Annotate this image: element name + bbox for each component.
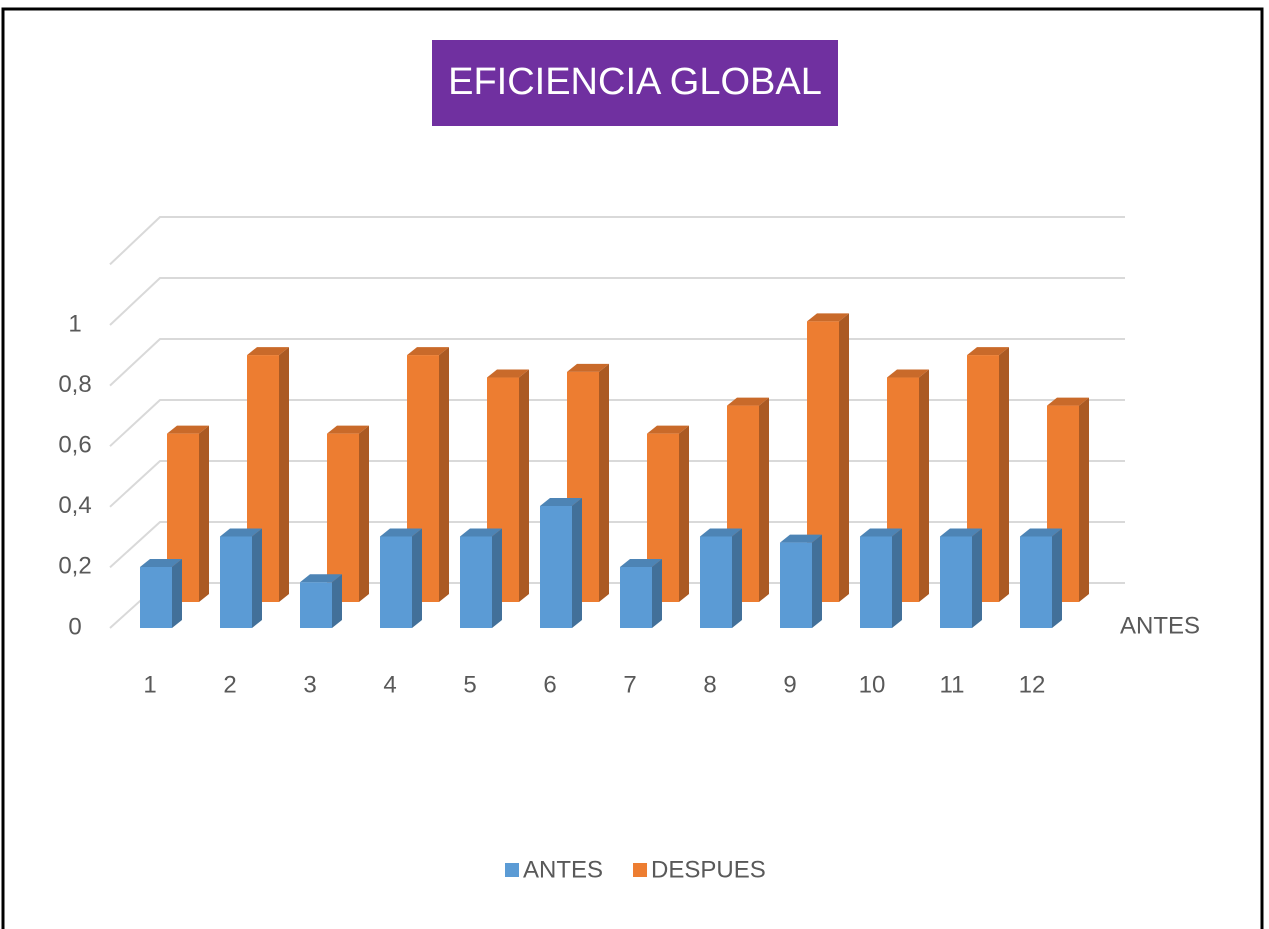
bar-side bbox=[439, 347, 449, 602]
bar-side bbox=[199, 425, 209, 602]
bar-side bbox=[732, 528, 742, 628]
bar-side bbox=[1079, 397, 1089, 602]
bar-top bbox=[540, 498, 582, 506]
bar-side bbox=[892, 528, 902, 628]
x-tick-label: 6 bbox=[543, 671, 556, 698]
legend-swatch bbox=[633, 863, 648, 877]
bar-top bbox=[1020, 528, 1062, 537]
bar-top bbox=[887, 369, 929, 378]
x-tick-label: 4 bbox=[383, 671, 396, 698]
bar-side bbox=[279, 347, 289, 602]
y-tick-label: 0,8 bbox=[58, 371, 91, 398]
bar-top bbox=[380, 528, 422, 537]
bar-side bbox=[999, 347, 1009, 602]
bar-top bbox=[700, 528, 742, 537]
bar-top bbox=[967, 347, 1009, 356]
bar-top bbox=[140, 559, 182, 567]
bar-side bbox=[172, 559, 182, 628]
y-tick-label: 1 bbox=[68, 310, 81, 337]
bar-side bbox=[972, 528, 982, 628]
legend-label: DESPUES bbox=[651, 856, 766, 883]
bar-side bbox=[599, 363, 609, 602]
bar-top bbox=[780, 534, 822, 543]
x-tick-label: 3 bbox=[303, 671, 316, 698]
bar-top bbox=[327, 425, 369, 434]
bar-top bbox=[460, 528, 502, 537]
grid-line bbox=[109, 399, 1125, 447]
bar-top bbox=[647, 425, 689, 434]
x-tick-label: 8 bbox=[703, 671, 716, 698]
y-tick-label: 0,6 bbox=[58, 432, 91, 459]
x-tick-label: 5 bbox=[463, 671, 476, 698]
x-tick-label: 12 bbox=[1019, 671, 1046, 698]
depth-axis-label: ANTES bbox=[1120, 612, 1200, 639]
bar-side bbox=[572, 498, 582, 628]
grid-line bbox=[109, 338, 1125, 387]
bar bbox=[940, 536, 972, 628]
x-tick-label: 10 bbox=[859, 671, 886, 698]
bar-top bbox=[620, 559, 662, 567]
bar-side bbox=[252, 528, 262, 628]
bar-top bbox=[220, 528, 262, 537]
bar-side bbox=[1052, 528, 1062, 628]
grid-line bbox=[109, 277, 1125, 326]
x-tick-label: 7 bbox=[623, 671, 636, 698]
bar-side bbox=[839, 313, 849, 602]
grid-line bbox=[109, 460, 1125, 508]
bar-top bbox=[940, 528, 982, 537]
y-tick-label: 0,2 bbox=[58, 553, 91, 580]
x-tick-label: 11 bbox=[940, 671, 965, 698]
bar-top bbox=[487, 369, 529, 378]
x-tick-label: 2 bbox=[223, 671, 236, 698]
bar bbox=[460, 536, 492, 628]
y-tick-label: 0 bbox=[68, 613, 81, 640]
bar bbox=[1020, 536, 1052, 628]
bar bbox=[220, 536, 252, 628]
bar-top bbox=[167, 425, 209, 434]
bar bbox=[780, 542, 812, 628]
x-tick-label: 1 bbox=[143, 671, 156, 698]
grid-line bbox=[109, 216, 1125, 266]
legend-swatch bbox=[505, 863, 519, 877]
bar-top bbox=[407, 347, 449, 356]
grid-line bbox=[109, 521, 1125, 569]
bar-side bbox=[919, 369, 929, 602]
bar-side bbox=[652, 559, 662, 628]
bar bbox=[380, 536, 412, 628]
bar-side bbox=[759, 397, 769, 602]
bar-top bbox=[567, 363, 609, 372]
bar bbox=[140, 567, 172, 628]
bar-top bbox=[300, 574, 342, 583]
bar bbox=[300, 582, 332, 628]
bar-side bbox=[519, 369, 529, 602]
bar bbox=[620, 567, 652, 628]
bar-side bbox=[412, 528, 422, 628]
bar bbox=[700, 536, 732, 628]
x-tick-label: 9 bbox=[783, 671, 796, 698]
bar-side bbox=[492, 528, 502, 628]
legend-label: ANTES bbox=[523, 856, 603, 883]
bar-top bbox=[1047, 397, 1089, 406]
bar bbox=[860, 536, 892, 628]
title-box bbox=[432, 40, 838, 126]
bar-side bbox=[679, 425, 689, 602]
bar bbox=[327, 433, 359, 602]
bar-top bbox=[247, 347, 289, 356]
bar-top bbox=[727, 397, 769, 406]
bar-side bbox=[812, 534, 822, 628]
bar-top bbox=[807, 313, 849, 322]
bar-side bbox=[359, 425, 369, 602]
bar bbox=[540, 506, 572, 628]
chart-title: EFICIENCIA GLOBAL bbox=[448, 61, 822, 103]
bar-top bbox=[860, 528, 902, 537]
bar-side bbox=[332, 574, 342, 628]
y-tick-label: 0,4 bbox=[58, 492, 91, 519]
